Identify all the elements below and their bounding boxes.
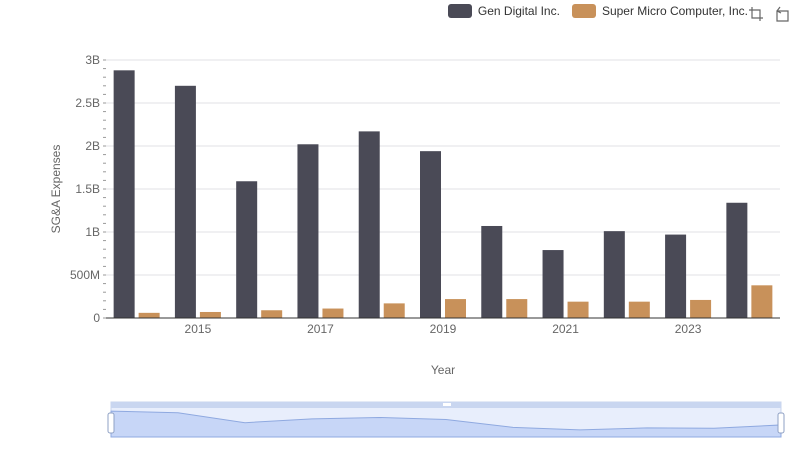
bar-super-micro-2022[interactable]	[628, 301, 650, 318]
bar-super-micro-2014[interactable]	[138, 312, 160, 318]
x-tick-label: 2021	[552, 322, 579, 336]
legend: Gen Digital Inc. Super Micro Computer, I…	[447, 4, 748, 18]
legend-item-super-micro[interactable]: Super Micro Computer, Inc.	[571, 4, 748, 18]
bar-super-micro-2024[interactable]	[751, 285, 773, 318]
bar-super-micro-2018[interactable]	[383, 303, 405, 318]
y-axis-title: SG&A Expenses	[49, 145, 63, 234]
y-tick-label: 2.5B	[75, 96, 100, 110]
data-zoom-slider[interactable]	[107, 401, 785, 438]
legend-swatch	[571, 4, 596, 18]
legend-label: Gen Digital Inc.	[477, 4, 560, 18]
zoom-handle-left[interactable]	[107, 412, 115, 434]
x-tick-label: 2015	[185, 322, 212, 336]
bar-super-micro-2020[interactable]	[506, 299, 528, 318]
zoom-handle-right[interactable]	[777, 412, 785, 434]
bar-gen-digital-2019[interactable]	[420, 151, 441, 318]
bar-gen-digital-2023[interactable]	[665, 234, 687, 318]
bar-super-micro-2021[interactable]	[567, 301, 589, 318]
y-tick-label: 1.5B	[75, 182, 100, 196]
bar-super-micro-2023[interactable]	[690, 299, 712, 318]
bars	[113, 70, 773, 318]
bar-super-micro-2015[interactable]	[199, 311, 221, 318]
y-tick-label: 3B	[85, 53, 100, 67]
bar-gen-digital-2015[interactable]	[174, 85, 196, 318]
legend-item-gen-digital[interactable]: Gen Digital Inc.	[447, 4, 560, 18]
bar-gen-digital-2017[interactable]	[297, 144, 319, 318]
bar-super-micro-2017[interactable]	[322, 308, 344, 318]
y-minor-ticks	[103, 59, 106, 319]
zoom-grip[interactable]	[443, 403, 451, 406]
legend-swatch	[447, 4, 472, 18]
legend-label: Super Micro Computer, Inc.	[601, 4, 748, 18]
bar-gen-digital-2020[interactable]	[481, 225, 503, 318]
toolbox	[748, 6, 790, 22]
y-tick-label: 500M	[70, 268, 100, 282]
x-tick-labels: 2015 2017 2019 2021 2023	[185, 322, 702, 336]
bar-super-micro-2019[interactable]	[445, 299, 466, 318]
bar-gen-digital-2018[interactable]	[358, 131, 380, 318]
x-tick-label: 2019	[430, 322, 457, 336]
zoom-preview-area	[110, 410, 782, 438]
bar-super-micro-2016[interactable]	[261, 310, 283, 318]
y-tick-labels: 0 500M 1B 1.5B 2B 2.5B 3B	[70, 53, 100, 325]
y-tick-label: 0	[93, 311, 100, 325]
x-tick-label: 2023	[675, 322, 702, 336]
x-tick-label: 2017	[307, 322, 334, 336]
y-tick-label: 1B	[85, 225, 100, 239]
bar-gen-digital-2021[interactable]	[542, 250, 564, 318]
bar-gen-digital-2022[interactable]	[603, 231, 625, 318]
y-tick-label: 2B	[85, 139, 100, 153]
bar-gen-digital-2024[interactable]	[726, 202, 748, 318]
bar-gen-digital-2014[interactable]	[113, 70, 135, 318]
bar-gen-digital-2016[interactable]	[236, 181, 258, 318]
grid-lines	[106, 59, 780, 319]
x-axis-title: Year	[431, 363, 455, 377]
zoom-icon[interactable]	[748, 6, 764, 22]
restore-icon[interactable]	[774, 6, 790, 22]
